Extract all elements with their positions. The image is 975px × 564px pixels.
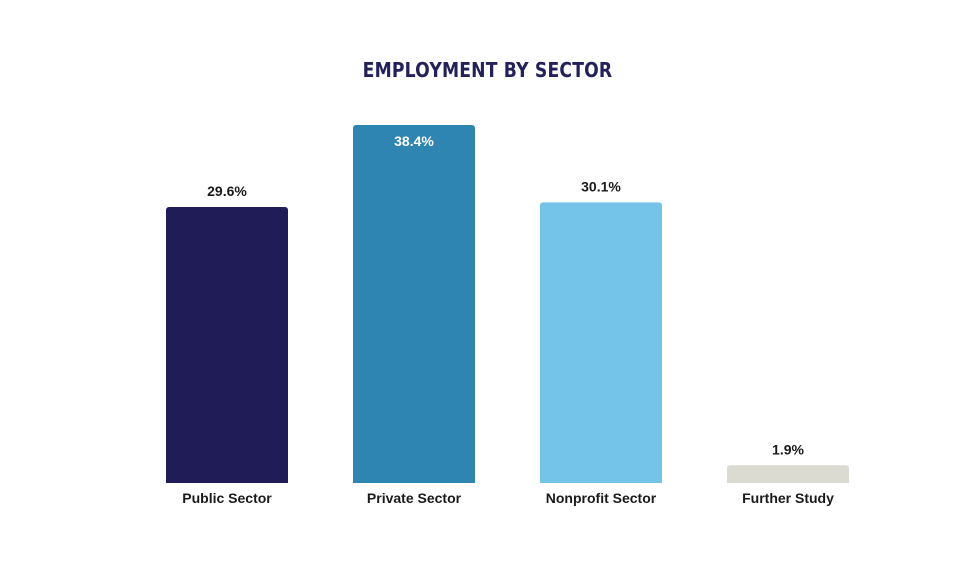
bar-base-fill	[727, 480, 849, 483]
bar-value-label: 1.9%	[772, 441, 804, 457]
bar-base-fill	[166, 480, 288, 483]
bar-nonprofit-sector	[540, 202, 662, 484]
bar-further-study	[727, 465, 849, 483]
bar-value-label: 30.1%	[581, 178, 621, 194]
bar-base-fill	[353, 480, 475, 483]
category-label: Further Study	[742, 490, 834, 506]
bar-base-fill	[540, 480, 662, 483]
bar-public-sector	[166, 207, 288, 483]
chart-title: EMPLOYMENT BY SECTOR	[362, 58, 613, 82]
category-label: Public Sector	[182, 490, 272, 506]
category-label: Private Sector	[367, 490, 462, 506]
bar-value-label: 29.6%	[207, 183, 247, 199]
bar-value-label: 38.4%	[394, 133, 434, 149]
category-label: Nonprofit Sector	[546, 490, 657, 506]
bar-private-sector	[353, 125, 475, 483]
